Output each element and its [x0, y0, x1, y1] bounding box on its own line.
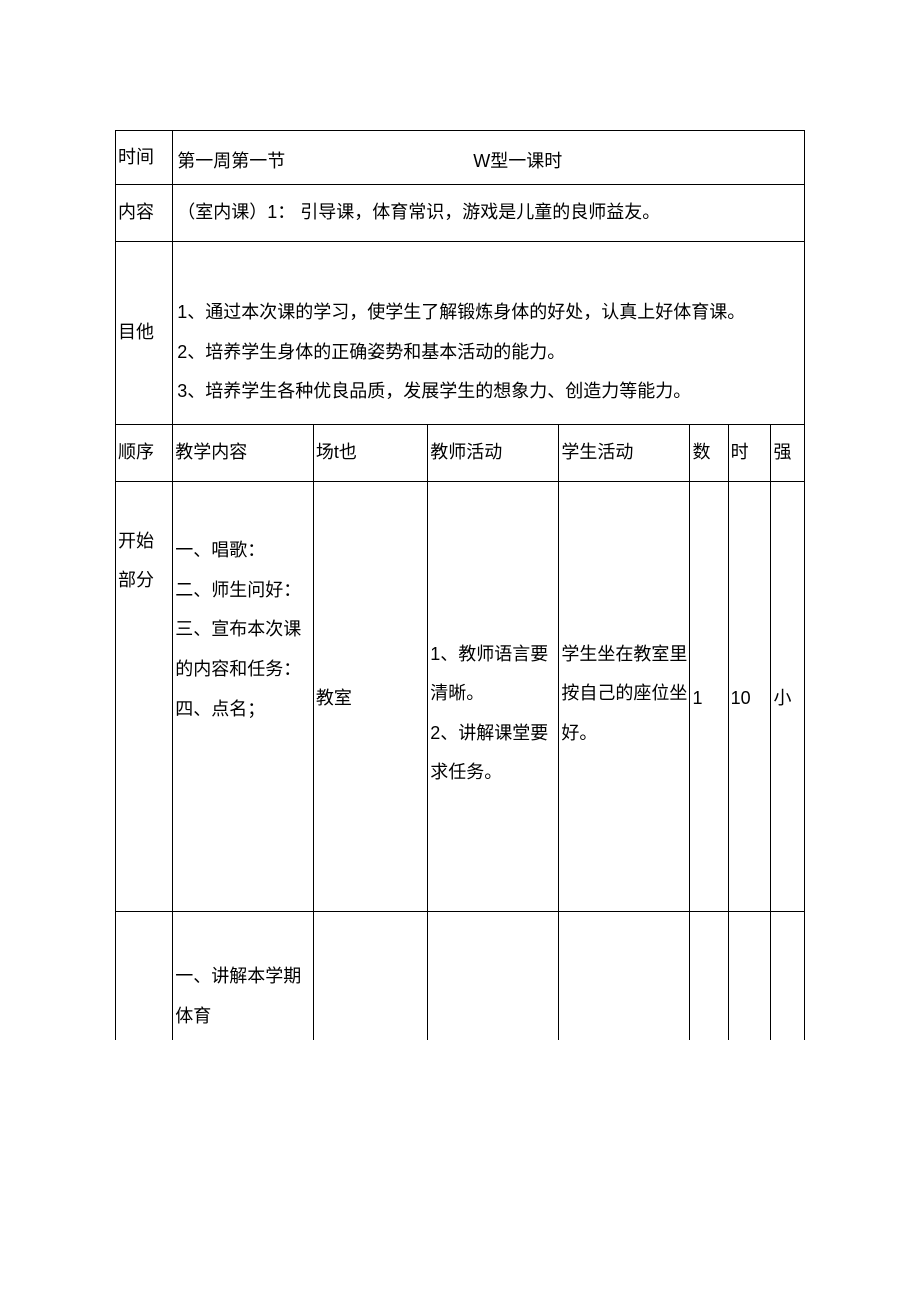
label-time: 时间: [116, 131, 173, 185]
row-start-section: 开始部分 一、唱歌： 二、师生问好： 三、宣布本次课的内容和任务：四、点名； 教…: [116, 481, 805, 911]
hdr-time: 时: [728, 424, 771, 481]
next-place: [313, 911, 427, 1040]
start-student: 学生坐在教室里按自己的座位坐好。: [559, 481, 690, 911]
row-content: 内容 （室内课）1： 引导课，体育常识，游戏是儿童的良师益友。: [116, 185, 805, 242]
hdr-teacher: 教师活动: [428, 424, 559, 481]
hdr-order: 顺序: [116, 424, 173, 481]
hdr-count: 数: [690, 424, 728, 481]
start-intensity-text: 小: [773, 688, 791, 708]
start-place: 教室: [313, 481, 427, 911]
label-content: 内容: [116, 185, 173, 242]
content-text: （室内课）1： 引导课，体育常识，游戏是儿童的良师益友。: [177, 202, 660, 222]
hdr-time-text: 时: [731, 442, 749, 462]
cell-goal-value: 1、通过本次课的学习，使学生了解锻炼身体的好处，认真上好体育课。 2、培养学生身…: [173, 241, 805, 424]
start-label-text: 开始部分: [118, 531, 154, 591]
next-count: [690, 911, 728, 1040]
lesson-plan-table: 时间 第一周第一节 W型一课时 内容 （室内课）1： 引导课，体育常识，游戏是儿…: [115, 130, 805, 1040]
next-time: [728, 911, 771, 1040]
hdr-place: 场t也: [313, 424, 427, 481]
next-teacher: [428, 911, 559, 1040]
start-teach-content: 一、唱歌： 二、师生问好： 三、宣布本次课的内容和任务：四、点名；: [173, 481, 314, 911]
next-student: [559, 911, 690, 1040]
hdr-intensity: 强: [771, 424, 805, 481]
time-right: W型一课时: [473, 142, 562, 182]
label-content-text: 内容: [118, 202, 154, 222]
start-time-text: 10: [731, 688, 751, 708]
label-goal: 目他: [116, 241, 173, 424]
start-teach-content-text: 一、唱歌： 二、师生问好： 三、宣布本次课的内容和任务：四、点名；: [175, 540, 301, 718]
start-student-text: 学生坐在教室里按自己的座位坐好。: [561, 644, 687, 743]
hdr-student-text: 学生活动: [561, 442, 633, 462]
row-next-section: 一、讲解本学期体育: [116, 911, 805, 1040]
start-intensity: 小: [771, 481, 805, 911]
hdr-order-text: 顺序: [118, 442, 154, 462]
start-teacher-text: 1、教师语言要清晰。 2、讲解课堂要求任务。: [430, 644, 548, 783]
start-count: 1: [690, 481, 728, 911]
row-time: 时间 第一周第一节 W型一课时: [116, 131, 805, 185]
next-teach-content-text: 一、讲解本学期体育: [175, 966, 301, 1026]
time-left: 第一周第一节: [177, 142, 285, 182]
row-header: 顺序 教学内容 场t也 教师活动 学生活动 数 时 强: [116, 424, 805, 481]
hdr-count-text: 数: [692, 442, 710, 462]
cell-time-value: 第一周第一节 W型一课时: [173, 131, 805, 185]
hdr-place-text: 场t也: [316, 442, 357, 462]
start-count-text: 1: [692, 688, 702, 708]
cell-content-value: （室内课）1： 引导课，体育常识，游戏是儿童的良师益友。: [173, 185, 805, 242]
next-teach-content: 一、讲解本学期体育: [173, 911, 314, 1040]
next-intensity: [771, 911, 805, 1040]
start-teacher: 1、教师语言要清晰。 2、讲解课堂要求任务。: [428, 481, 559, 911]
hdr-intensity-text: 强: [773, 442, 791, 462]
goal-text: 1、通过本次课的学习，使学生了解锻炼身体的好处，认真上好体育课。 2、培养学生身…: [177, 302, 745, 401]
start-label: 开始部分: [116, 481, 173, 911]
row-goal: 目他 1、通过本次课的学习，使学生了解锻炼身体的好处，认真上好体育课。 2、培养…: [116, 241, 805, 424]
next-label: [116, 911, 173, 1040]
hdr-student: 学生活动: [559, 424, 690, 481]
hdr-teacher-text: 教师活动: [430, 442, 502, 462]
start-place-text: 教室: [316, 688, 352, 708]
label-goal-text: 目他: [118, 322, 154, 342]
hdr-teach-content: 教学内容: [173, 424, 314, 481]
hdr-teach-content-text: 教学内容: [175, 442, 247, 462]
label-time-text: 时间: [118, 147, 154, 167]
start-time: 10: [728, 481, 771, 911]
